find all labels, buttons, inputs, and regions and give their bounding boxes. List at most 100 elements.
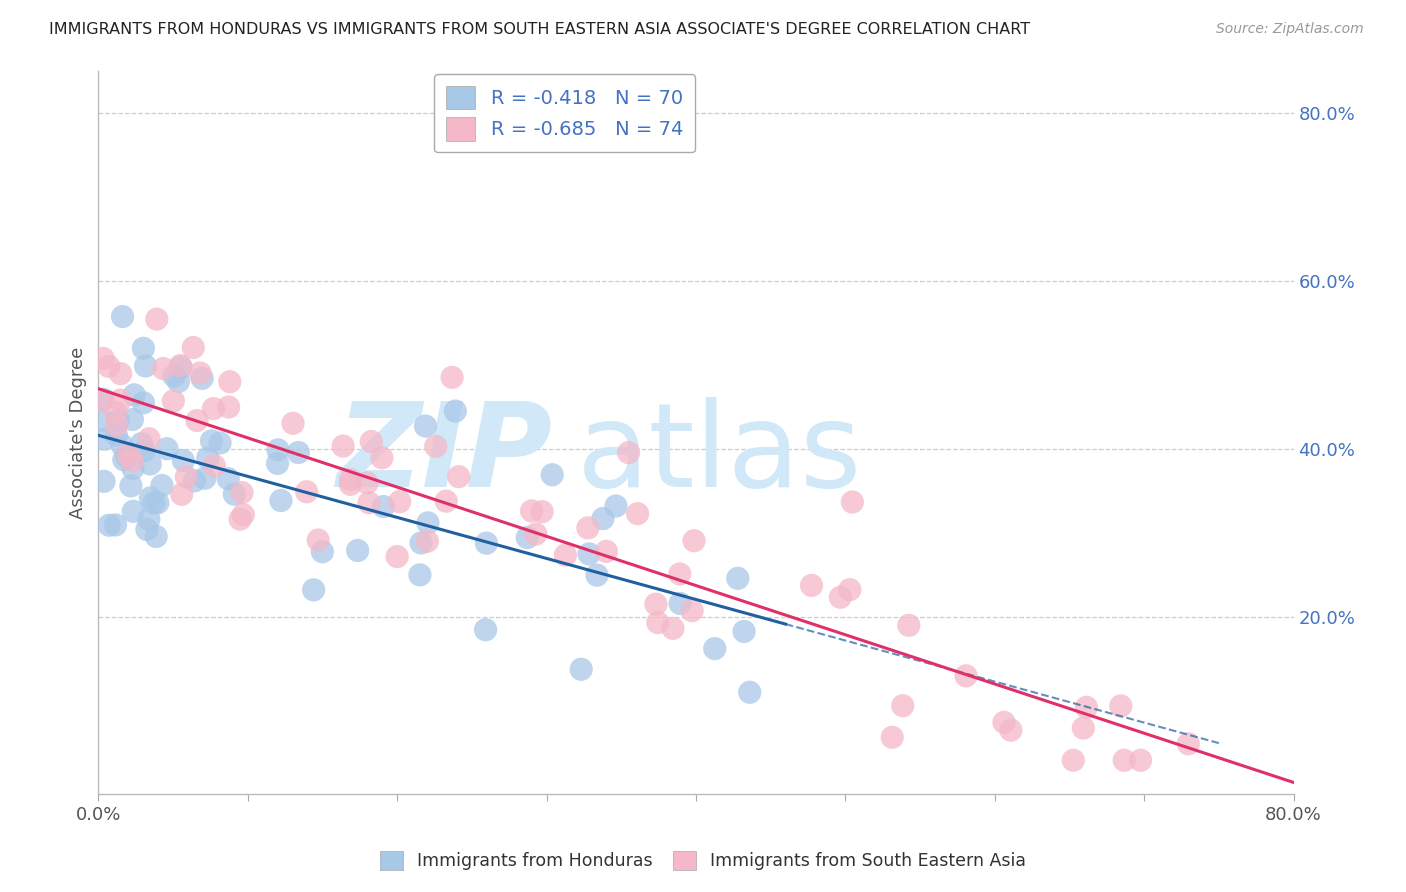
Point [605, 499, 627, 513]
Point [110, 367, 132, 381]
Point [138, 512, 160, 526]
Text: atlas: atlas [576, 397, 862, 512]
Point [475, 536, 498, 550]
Point [93, 392, 115, 407]
Point [139, 491, 162, 505]
Point [122, 461, 145, 475]
Point [993, 715, 1015, 730]
Point [197, 451, 219, 466]
Point [120, 479, 142, 493]
Point [681, 604, 703, 618]
Point [93, 475, 115, 489]
Point [121, 412, 143, 426]
Point [371, 450, 394, 465]
Point [231, 485, 253, 500]
Point [955, 669, 977, 683]
Point [287, 445, 309, 459]
Point [232, 508, 254, 522]
Text: Source: ZipAtlas.com: Source: ZipAtlas.com [1216, 22, 1364, 37]
Point [360, 434, 382, 449]
Point [897, 618, 920, 632]
Point [138, 432, 160, 446]
Point [346, 543, 368, 558]
Point [626, 507, 648, 521]
Point [447, 469, 470, 483]
Point [647, 615, 669, 630]
Point [373, 500, 395, 514]
Point [1076, 700, 1098, 714]
Point [122, 504, 145, 518]
Point [416, 534, 439, 549]
Point [409, 536, 432, 550]
Point [98, 518, 121, 533]
Point [115, 450, 138, 464]
Point [302, 582, 325, 597]
Point [266, 457, 288, 471]
Point [167, 375, 190, 389]
Point [111, 438, 134, 452]
Point [90, 413, 112, 427]
Point [90, 393, 112, 408]
Point [218, 400, 240, 414]
Point [703, 641, 725, 656]
Point [434, 494, 457, 508]
Point [105, 418, 128, 433]
Point [104, 517, 127, 532]
Point [104, 405, 127, 419]
Point [176, 470, 198, 484]
Point [645, 597, 668, 611]
Point [669, 597, 692, 611]
Point [838, 582, 860, 597]
Point [425, 439, 447, 453]
Point [586, 568, 609, 582]
Point [107, 413, 129, 427]
Point [202, 458, 225, 473]
Point [217, 472, 239, 486]
Point [516, 531, 538, 545]
Point [188, 366, 211, 380]
Point [135, 523, 157, 537]
Point [142, 496, 165, 510]
Point [592, 511, 614, 525]
Point [307, 533, 329, 547]
Point [1000, 723, 1022, 738]
Point [162, 394, 184, 409]
Point [311, 545, 333, 559]
Point [388, 494, 411, 508]
Legend: R = -0.418   N = 70, R = -0.685   N = 74: R = -0.418 N = 70, R = -0.685 N = 74 [434, 74, 695, 153]
Point [191, 371, 214, 385]
Point [520, 504, 543, 518]
Point [295, 484, 318, 499]
Point [1114, 753, 1136, 767]
Point [163, 369, 186, 384]
Point [617, 445, 640, 459]
Point [170, 487, 193, 501]
Point [145, 529, 167, 543]
Point [218, 375, 240, 389]
Point [134, 443, 156, 458]
Point [105, 428, 128, 442]
Point [111, 310, 134, 324]
Point [332, 439, 354, 453]
Point [339, 477, 361, 491]
Point [209, 436, 232, 450]
Point [727, 571, 749, 585]
Point [112, 452, 135, 467]
Point [576, 521, 599, 535]
Point [170, 360, 193, 375]
Point [1071, 721, 1094, 735]
Point [139, 457, 162, 471]
Point [800, 578, 823, 592]
Point [97, 359, 120, 374]
Point [152, 361, 174, 376]
Point [135, 359, 157, 373]
Point [738, 685, 761, 699]
Point [531, 505, 554, 519]
Legend: Immigrants from Honduras, Immigrants from South Eastern Asia: Immigrants from Honduras, Immigrants fro… [371, 842, 1035, 879]
Point [683, 533, 706, 548]
Y-axis label: Associate's Degree: Associate's Degree [69, 346, 87, 519]
Point [194, 471, 217, 485]
Point [1129, 753, 1152, 767]
Point [595, 544, 617, 558]
Point [202, 401, 225, 416]
